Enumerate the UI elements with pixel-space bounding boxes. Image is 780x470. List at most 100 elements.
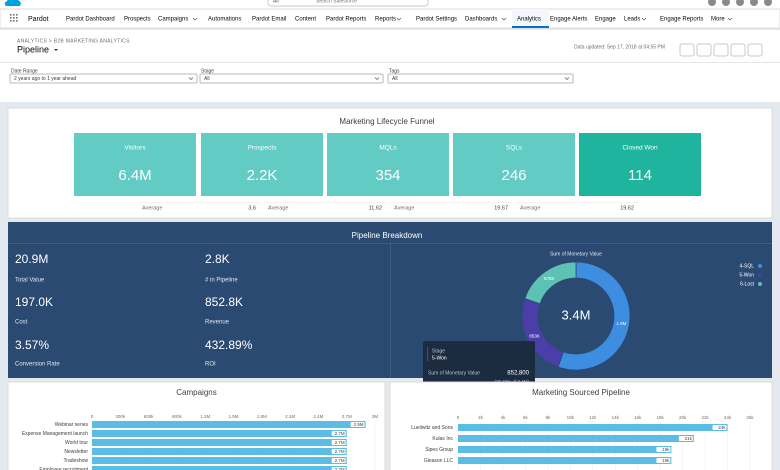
- metric-label: Revenue: [205, 320, 230, 326]
- value-label-bg: [331, 458, 346, 463]
- bar[interactable]: [92, 421, 366, 428]
- filter-value: All: [204, 76, 210, 82]
- value-label-bg: [331, 449, 346, 454]
- legend-swatch: [758, 264, 762, 268]
- y-tick-label: Kulas Inc: [432, 436, 453, 442]
- nav-selected: [512, 9, 549, 28]
- nav-item[interactable]: Analytics: [517, 17, 541, 23]
- x-tick-label: 24k: [724, 415, 732, 420]
- nav-item[interactable]: Automations: [208, 17, 241, 23]
- filter-select[interactable]: [9, 73, 198, 84]
- bar[interactable]: [92, 430, 347, 437]
- metric-value: 432.89%: [205, 338, 253, 352]
- nav-item[interactable]: Pardot Reports: [326, 17, 366, 23]
- page-title: Pipeline: [17, 44, 49, 54]
- bar[interactable]: [92, 448, 347, 455]
- filter-select[interactable]: [199, 73, 384, 84]
- header-icon[interactable]: [708, 0, 716, 6]
- average-rule: [138, 202, 260, 203]
- tooltip-measure: Sum of Monetary Value: [428, 370, 480, 376]
- app-launcher-dot: [10, 17, 12, 19]
- y-tick-label: World tour: [65, 440, 88, 446]
- x-tick-label: 8k: [545, 415, 551, 420]
- funnel-box: [74, 133, 196, 196]
- nav-item[interactable]: Pardot Settings: [416, 17, 457, 23]
- bar[interactable]: [92, 466, 347, 470]
- nav-item[interactable]: Dashboards: [465, 17, 497, 23]
- donut-slice[interactable]: [524, 261, 577, 305]
- funnel-label: Visitors: [124, 145, 146, 152]
- x-tick-label: 1.2M: [200, 414, 210, 419]
- bar[interactable]: [92, 439, 347, 446]
- filter-select[interactable]: [387, 73, 574, 84]
- value-label-bg: [331, 440, 346, 445]
- bar[interactable]: [458, 424, 728, 431]
- metric-label: # in Pipeline: [205, 278, 238, 284]
- nav-item[interactable]: Leads: [624, 17, 640, 23]
- metric-label: Cost: [15, 320, 28, 326]
- metric-value: 197.0K: [15, 295, 53, 309]
- slice-label: 678K: [544, 276, 555, 281]
- x-tick-label: 0: [457, 415, 460, 420]
- nav-item[interactable]: Content: [295, 17, 316, 23]
- bar[interactable]: [458, 457, 672, 464]
- x-tick-label: 300k: [115, 414, 126, 419]
- filter-chevron: [188, 77, 194, 80]
- funnel-value: 2.2K: [247, 167, 278, 184]
- average-label: Average: [394, 205, 414, 211]
- metric-label: Total Value: [15, 278, 45, 284]
- value-label: 2.7M: [335, 467, 345, 470]
- bar[interactable]: [458, 446, 672, 453]
- filter-chevron: [374, 77, 380, 80]
- x-tick-label: 1.5M: [228, 414, 238, 419]
- nav-item[interactable]: Pardot Email: [252, 17, 286, 23]
- header-icon[interactable]: [764, 0, 772, 6]
- app-launcher-dot: [16, 14, 18, 16]
- nav-item[interactable]: Engage: [595, 17, 616, 23]
- nav-item[interactable]: Prospects: [124, 17, 151, 23]
- x-tick-label: 6k: [523, 415, 529, 420]
- filter-chevron: [564, 77, 570, 80]
- header-button[interactable]: [730, 43, 746, 57]
- app-launcher-dot: [13, 20, 15, 22]
- header-icon[interactable]: [750, 0, 758, 6]
- header-icon[interactable]: [722, 0, 730, 6]
- nav-item[interactable]: Campaigns: [158, 17, 188, 23]
- header-icon[interactable]: [736, 0, 744, 6]
- funnel-box: [201, 133, 323, 196]
- x-tick-label: 20k: [679, 415, 687, 420]
- nav-item[interactable]: More: [711, 17, 725, 23]
- y-tick-label: Gleason LLC: [424, 458, 454, 464]
- header-button[interactable]: [713, 43, 729, 57]
- filter-label: Stage: [201, 68, 214, 74]
- slice-label: 1.9M: [616, 321, 626, 326]
- search-box[interactable]: [267, 0, 429, 7]
- nav-item[interactable]: Pardot Dashboard: [66, 17, 115, 23]
- app-launcher-dot: [13, 17, 15, 19]
- bar[interactable]: [458, 435, 694, 442]
- value-label: 19k: [662, 458, 670, 463]
- nav-item[interactable]: Engage Reports: [660, 17, 703, 23]
- header-button[interactable]: [747, 43, 763, 57]
- nav-item[interactable]: Reports: [375, 17, 396, 23]
- nav-item[interactable]: Engage Alerts: [550, 17, 587, 23]
- value-label: 2.7M: [335, 458, 345, 463]
- funnel-label: MQLs: [379, 145, 397, 152]
- value-label-bg: [656, 458, 671, 463]
- value-label: 19k: [662, 447, 670, 452]
- donut-slice[interactable]: [557, 261, 631, 371]
- metric-label: Conversion Rate: [15, 362, 60, 368]
- panel-title: Marketing Lifecycle Funnel: [339, 117, 434, 126]
- y-tick-label: Expense Management launch: [22, 431, 88, 437]
- average-label: Average: [142, 205, 162, 211]
- nav-chevron: [396, 17, 402, 21]
- header-button[interactable]: [696, 43, 712, 57]
- funnel-value: 246: [501, 167, 526, 184]
- average-value: 19.62: [620, 205, 634, 211]
- header-button[interactable]: [679, 43, 695, 57]
- title-chevron: [54, 49, 58, 51]
- nav-chevron: [192, 17, 198, 21]
- bar[interactable]: [92, 457, 347, 464]
- legend-swatch: [758, 282, 762, 286]
